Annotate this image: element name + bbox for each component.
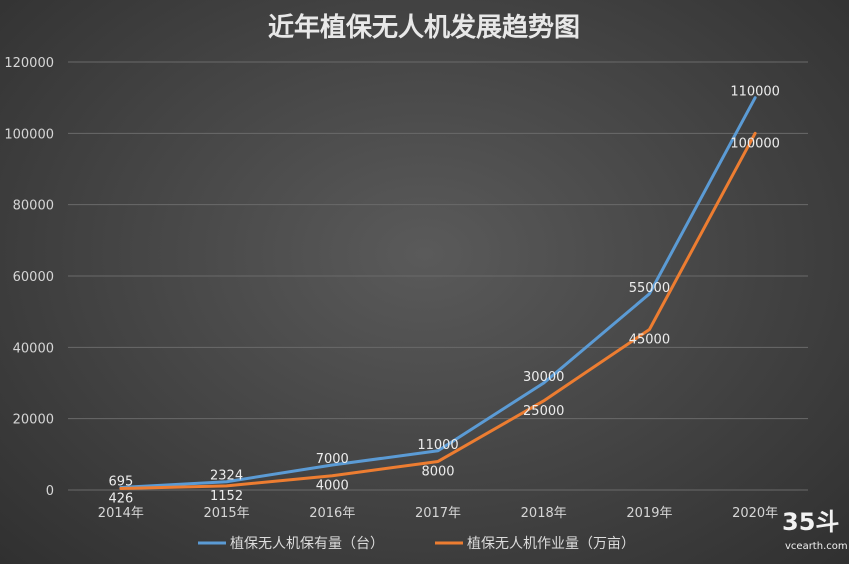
data-label-s1-5: 45000 bbox=[629, 333, 670, 348]
x-tick-label-3: 2017年 bbox=[415, 506, 461, 521]
watermark-logo: 35斗 vcearth.com bbox=[782, 508, 848, 552]
series-line-1 bbox=[119, 131, 757, 490]
watermark-url: vcearth.com bbox=[785, 541, 848, 552]
x-tick-label-2: 2016年 bbox=[309, 506, 355, 521]
legend-label-1: 植保无人机作业量（万亩） bbox=[467, 535, 635, 552]
y-tick-label-80000: 80000 bbox=[13, 199, 54, 214]
chart-title: 近年植保无人机发展趋势图 bbox=[268, 12, 580, 43]
data-label-s1-0: 426 bbox=[108, 491, 133, 506]
legend: 植保无人机保有量（台） 植保无人机作业量（万亩） bbox=[198, 535, 635, 552]
data-label-s0-5: 55000 bbox=[629, 281, 670, 296]
data-label-s0-1: 2324 bbox=[210, 469, 243, 484]
data-label-s1-2: 4000 bbox=[316, 479, 349, 494]
data-label-s1-3: 8000 bbox=[421, 464, 454, 479]
x-tick-label-4: 2018年 bbox=[521, 506, 567, 521]
y-axis-tick-labels: 0 20000 40000 60000 80000 100000 120000 bbox=[4, 56, 54, 499]
y-tick-label-40000: 40000 bbox=[13, 341, 54, 356]
data-label-s0-0: 695 bbox=[108, 475, 133, 490]
y-tick-label-0: 0 bbox=[46, 484, 54, 499]
series-lines bbox=[119, 96, 757, 490]
watermark-logo-text: 35斗 bbox=[782, 508, 839, 536]
x-tick-label-5: 2019年 bbox=[626, 506, 672, 521]
x-axis-tick-labels: 2014年 2015年 2016年 2017年 2018年 2019年 2020年 bbox=[98, 506, 778, 521]
x-tick-label-6: 2020年 bbox=[732, 506, 778, 521]
data-label-s1-1: 1152 bbox=[210, 489, 243, 504]
y-tick-label-120000: 120000 bbox=[4, 56, 54, 71]
data-label-s0-3: 11000 bbox=[417, 438, 458, 453]
y-tick-label-60000: 60000 bbox=[13, 270, 54, 285]
data-label-s0-2: 7000 bbox=[316, 452, 349, 467]
data-label-s0-4: 30000 bbox=[523, 370, 564, 385]
data-label-s0-6: 110000 bbox=[730, 85, 780, 100]
data-label-s1-6: 100000 bbox=[730, 136, 780, 151]
x-tick-label-1: 2015年 bbox=[204, 506, 250, 521]
grid-lines bbox=[68, 61, 808, 491]
series-line-0 bbox=[119, 96, 757, 490]
legend-label-0: 植保无人机保有量（台） bbox=[230, 536, 384, 552]
y-tick-label-20000: 20000 bbox=[13, 413, 54, 428]
data-labels: 695 2324 7000 11000 30000 55000 110000 426 1152 4… bbox=[108, 85, 780, 507]
x-tick-label-0: 2014年 bbox=[98, 506, 144, 521]
y-tick-label-100000: 100000 bbox=[4, 127, 54, 142]
data-label-s1-4: 25000 bbox=[523, 404, 564, 419]
